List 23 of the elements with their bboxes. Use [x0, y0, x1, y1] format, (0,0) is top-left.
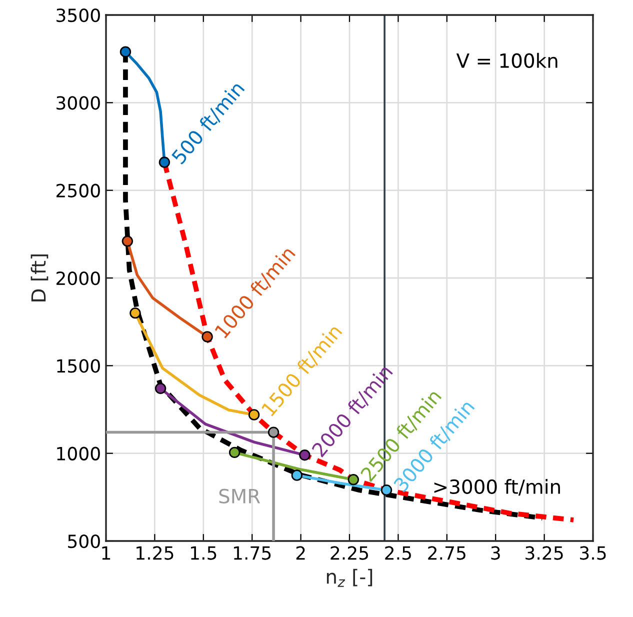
- x-tick-label: 2: [296, 546, 305, 560]
- annotation: >3000 ft/min: [434, 478, 560, 496]
- x-tick-label: 1.25: [136, 546, 174, 560]
- y-tick-label: 3000: [56, 96, 100, 110]
- x-tick-label: 1: [102, 546, 110, 560]
- y-tick-label: 3500: [56, 8, 100, 22]
- x-tick-label: 2.25: [330, 546, 368, 560]
- y-tick-label: 1000: [57, 446, 100, 460]
- x-axis-title: n$_{z}$ [-]: [326, 568, 372, 587]
- x-tick-label: 3.25: [526, 546, 563, 560]
- x-tick-label: 1.75: [234, 546, 271, 560]
- x-tick-label: 3.5: [580, 546, 606, 560]
- x-tick-label: 3: [491, 546, 500, 560]
- y-axis-title: D [ft]: [30, 254, 48, 302]
- y-tick-label: 2000: [56, 271, 100, 286]
- annotation: V = 100kn: [456, 52, 558, 68]
- y-tick-label: 500: [68, 534, 100, 548]
- annotation: SMR: [219, 488, 260, 504]
- x-tick-label: 2.5: [385, 546, 411, 560]
- y-tick-label: 2500: [56, 184, 100, 198]
- x-tick-label: 1.5: [191, 546, 216, 560]
- x-tick-label: 2.75: [428, 546, 466, 560]
- y-tick-label: 1500: [57, 359, 100, 373]
